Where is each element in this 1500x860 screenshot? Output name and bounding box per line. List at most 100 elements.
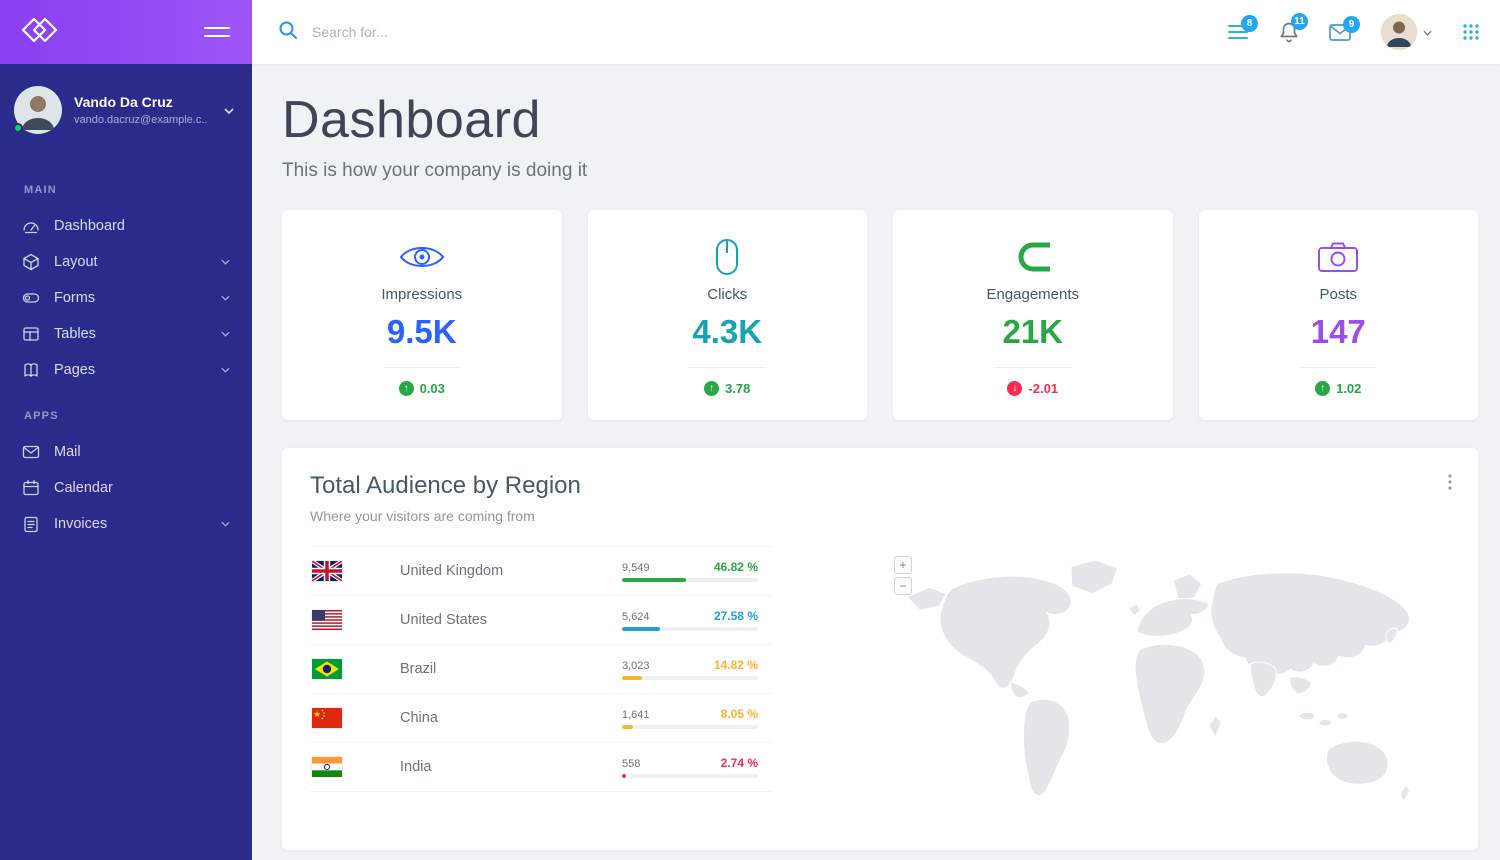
arrow-circle-icon: ↓ xyxy=(1007,381,1023,396)
sidebar-item-forms[interactable]: Forms xyxy=(0,280,252,316)
topbar-user-chevron-down-icon xyxy=(1423,23,1432,41)
progress-track xyxy=(622,578,758,582)
map-zoom-out-button[interactable]: − xyxy=(894,577,912,595)
search-icon[interactable] xyxy=(278,20,298,45)
tasks-list-icon[interactable]: 8 xyxy=(1227,15,1258,41)
progress-track xyxy=(622,676,758,680)
nav-section-apps: APPS xyxy=(24,410,59,422)
sidebar-item-dashboard[interactable]: Dashboard xyxy=(0,208,252,244)
online-status-dot xyxy=(13,123,23,133)
table-row: United States 5,624 27.58 % xyxy=(310,596,772,645)
sidebar-item-invoices[interactable]: Invoices xyxy=(0,506,252,542)
messages-envelope-icon[interactable]: 9 xyxy=(1329,15,1360,41)
stat-value: 147 xyxy=(1310,313,1366,350)
divider xyxy=(689,367,766,368)
stat-value: 9.5K xyxy=(386,313,457,350)
stat-label: Engagements xyxy=(986,286,1080,303)
sidebar-item-mail[interactable]: Mail xyxy=(0,434,252,470)
country-name: China xyxy=(400,710,438,726)
stat-delta-value: 3.78 xyxy=(725,381,751,396)
stat-card-clicks: Clicks 4.3K ↑ 3.78 xyxy=(587,210,868,420)
mail-icon xyxy=(22,443,40,461)
divider xyxy=(383,367,460,368)
invoices-icon xyxy=(22,515,40,533)
flag-brazil-icon xyxy=(312,659,342,679)
sidebar-item-label: Dashboard xyxy=(54,218,125,234)
arrow-circle-icon: ↑ xyxy=(398,381,414,396)
sidebar-item-label: Layout xyxy=(54,254,98,270)
progress-track xyxy=(622,725,758,729)
camera-icon xyxy=(1199,236,1479,278)
divider xyxy=(1300,367,1377,368)
sidebar-nav: MAIN Dashboard Layout Forms Tables Pages… xyxy=(0,162,252,542)
stat-card-posts: Posts 147 ↑ 1.02 xyxy=(1198,210,1479,420)
sidebar-item-layout[interactable]: Layout xyxy=(0,244,252,280)
country-value: 9,549 xyxy=(622,562,650,574)
stat-delta-value: -2.01 xyxy=(1028,381,1059,396)
map-zoom-in-button[interactable]: + xyxy=(894,556,912,574)
progress-track xyxy=(622,774,758,778)
country-name: Brazil xyxy=(400,661,437,677)
country-name: India xyxy=(400,759,432,775)
chevron-down-icon xyxy=(221,367,230,373)
menu-toggle-icon[interactable] xyxy=(204,21,230,43)
messages-badge: 9 xyxy=(1343,15,1360,33)
country-bar-block: 5,624 27.58 % xyxy=(622,609,758,631)
dashboard-icon xyxy=(22,217,40,235)
country-value: 3,023 xyxy=(622,660,650,672)
flag-india-icon xyxy=(312,757,342,777)
region-table: United Kingdom 9,549 46.82 % United State… xyxy=(310,546,772,838)
page-title: Dashboard xyxy=(282,91,541,149)
table-row: India 558 2.74 % xyxy=(310,743,772,792)
eye-icon xyxy=(282,236,562,278)
topbar-user-menu[interactable] xyxy=(1381,14,1432,50)
arrow-circle-icon: ↑ xyxy=(704,381,720,396)
page-content: Dashboard This is how your company is do… xyxy=(252,64,1500,860)
sidebar-item-label: Invoices xyxy=(54,516,108,532)
pages-icon xyxy=(22,361,40,379)
layout-icon xyxy=(22,253,40,271)
table-row: Brazil 3,023 14.82 % xyxy=(310,645,772,694)
country-bar-block: 558 2.74 % xyxy=(622,756,758,778)
country-percent: 2.74 % xyxy=(720,756,758,770)
sidebar-item-pages[interactable]: Pages xyxy=(0,352,252,388)
stat-label: Clicks xyxy=(707,286,748,303)
search-input[interactable] xyxy=(312,24,632,40)
user-menu-chevron-down-icon[interactable] xyxy=(220,97,238,123)
stat-label: Posts xyxy=(1319,286,1357,303)
divider xyxy=(994,367,1071,368)
sidebar-item-calendar[interactable]: Calendar xyxy=(0,470,252,506)
topbar-avatar xyxy=(1381,14,1417,50)
table-row: United Kingdom 9,549 46.82 % xyxy=(310,547,772,596)
country-percent: 27.58 % xyxy=(713,609,758,623)
apps-grid-icon[interactable] xyxy=(1462,23,1480,41)
topbar-icons: 8 11 9 xyxy=(1227,13,1480,50)
notifications-bell-icon[interactable]: 11 xyxy=(1279,13,1308,43)
country-percent: 14.82 % xyxy=(713,658,758,672)
sidebar-item-tables[interactable]: Tables xyxy=(0,316,252,352)
mouse-icon xyxy=(588,236,868,278)
progress-fill xyxy=(622,676,643,680)
chevron-down-icon xyxy=(221,331,230,337)
flag-united-states-icon xyxy=(312,610,342,630)
country-value: 5,624 xyxy=(622,611,650,623)
audience-region-card: Total Audience by Region Where your visi… xyxy=(282,448,1478,850)
card-menu-kebab-icon[interactable] xyxy=(1444,470,1456,499)
tasks-badge: 8 xyxy=(1241,15,1258,32)
progress-fill xyxy=(622,774,626,778)
table-row: China 1,641 8.05 % xyxy=(310,694,772,743)
world-map[interactable]: + − xyxy=(874,550,1450,838)
stats-row: Impressions 9.5K ↑ 0.03 Clicks 4.3K ↑ 3.… xyxy=(282,210,1478,420)
arrow-circle-icon: ↑ xyxy=(1315,381,1331,396)
country-bar-block: 3,023 14.82 % xyxy=(622,658,758,680)
country-percent: 46.82 % xyxy=(713,560,758,574)
stat-card-impressions: Impressions 9.5K ↑ 0.03 xyxy=(282,210,562,420)
app-logo-icon xyxy=(21,16,62,49)
progress-track xyxy=(622,627,758,631)
stat-delta-value: 0.03 xyxy=(419,381,445,396)
notifications-badge: 11 xyxy=(1291,13,1308,30)
magnet-icon xyxy=(893,236,1173,278)
sidebar-item-label: Calendar xyxy=(54,480,113,496)
stat-card-engagements: Engagements 21K ↓ -2.01 xyxy=(893,210,1173,420)
chevron-down-icon xyxy=(221,521,230,527)
